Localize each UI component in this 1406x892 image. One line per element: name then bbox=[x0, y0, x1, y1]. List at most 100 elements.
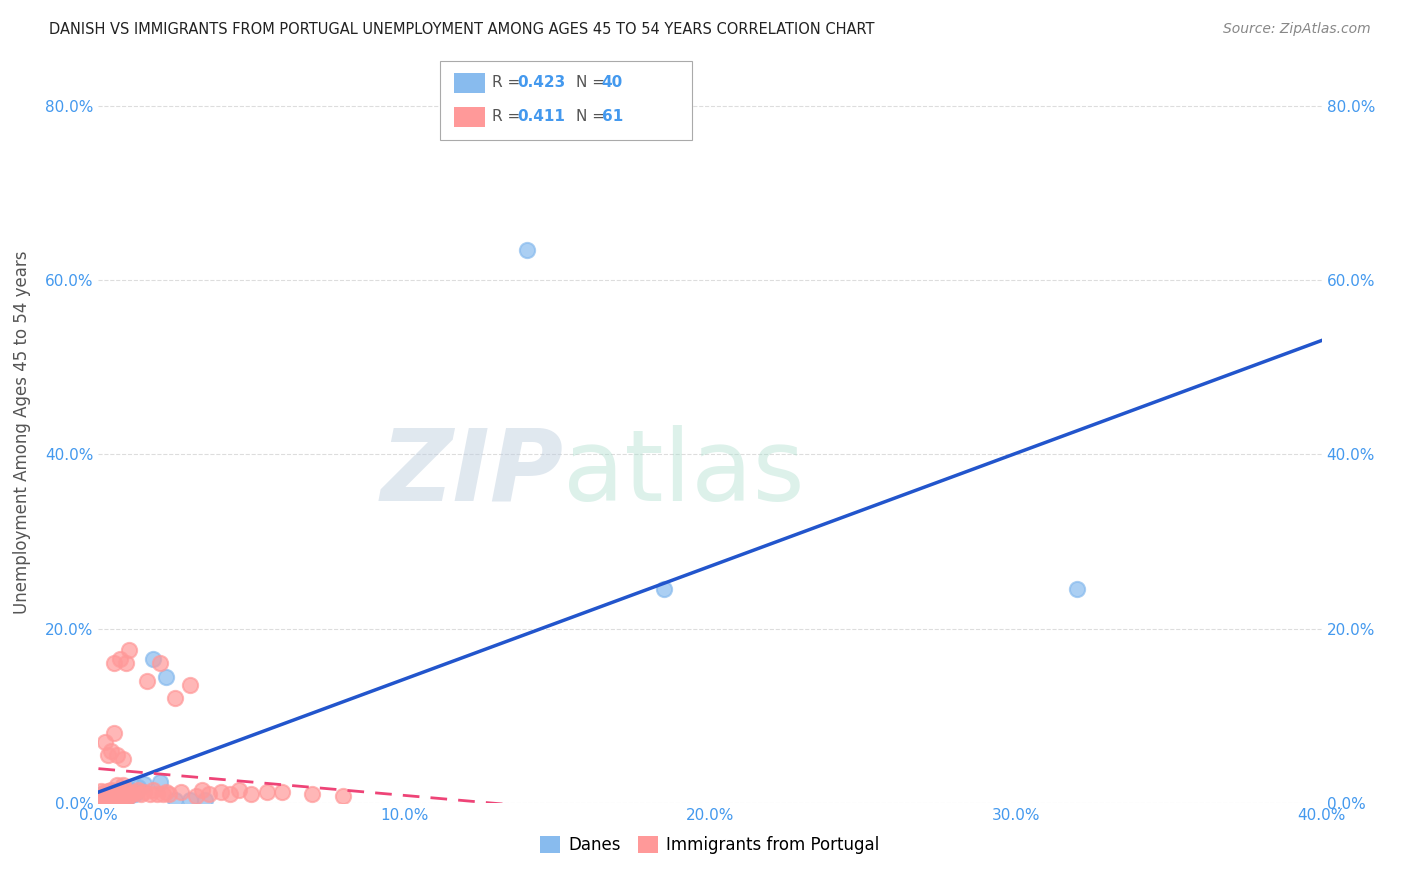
Point bbox=[103, 787, 125, 801]
Point bbox=[191, 782, 214, 797]
Point bbox=[103, 789, 125, 803]
Point bbox=[136, 673, 159, 688]
Point bbox=[93, 791, 115, 805]
Point bbox=[194, 793, 217, 807]
Point bbox=[111, 790, 134, 805]
Point bbox=[108, 785, 131, 799]
Text: N =: N = bbox=[576, 110, 610, 124]
Point bbox=[105, 789, 128, 804]
Point bbox=[118, 789, 141, 803]
Point bbox=[240, 787, 263, 801]
Point bbox=[100, 743, 122, 757]
Point bbox=[121, 787, 143, 801]
Point bbox=[105, 747, 128, 762]
Text: R =: R = bbox=[492, 76, 526, 90]
Point bbox=[93, 789, 115, 803]
Point bbox=[127, 780, 149, 794]
Point bbox=[105, 787, 128, 801]
Text: 40: 40 bbox=[602, 76, 623, 90]
Point bbox=[111, 752, 134, 766]
Point bbox=[108, 790, 131, 805]
Point bbox=[332, 789, 354, 803]
Point bbox=[652, 582, 675, 597]
Point bbox=[111, 789, 134, 803]
Point bbox=[108, 652, 131, 666]
Point bbox=[134, 785, 156, 799]
Point bbox=[301, 787, 323, 801]
Point bbox=[97, 791, 120, 805]
Point bbox=[134, 777, 156, 791]
Point bbox=[139, 787, 162, 801]
Point bbox=[118, 643, 141, 657]
Point bbox=[105, 792, 128, 806]
Point bbox=[93, 787, 115, 801]
Point bbox=[100, 785, 122, 799]
Point bbox=[111, 778, 134, 792]
Point bbox=[270, 785, 292, 799]
Point bbox=[219, 787, 242, 801]
Point bbox=[209, 785, 232, 799]
Text: ZIP: ZIP bbox=[380, 425, 564, 522]
Point bbox=[100, 787, 122, 801]
Point bbox=[163, 793, 186, 807]
Point bbox=[179, 793, 201, 807]
Point bbox=[100, 789, 122, 803]
Point bbox=[103, 790, 125, 805]
Text: Source: ZipAtlas.com: Source: ZipAtlas.com bbox=[1223, 22, 1371, 37]
Point bbox=[115, 790, 138, 805]
Legend: Danes, Immigrants from Portugal: Danes, Immigrants from Portugal bbox=[534, 830, 886, 861]
Point bbox=[93, 789, 115, 803]
Point bbox=[103, 726, 125, 740]
Point bbox=[93, 791, 115, 805]
Point bbox=[105, 791, 128, 805]
Point bbox=[118, 789, 141, 803]
Point bbox=[118, 781, 141, 796]
Point bbox=[149, 657, 172, 671]
Point bbox=[124, 785, 146, 799]
Point bbox=[111, 782, 134, 797]
Point bbox=[129, 787, 152, 801]
Point bbox=[103, 793, 125, 807]
Point bbox=[93, 785, 115, 799]
Point bbox=[115, 791, 138, 805]
Point bbox=[103, 784, 125, 798]
Point bbox=[197, 787, 219, 801]
Point bbox=[100, 782, 122, 797]
Point bbox=[170, 785, 193, 799]
Point bbox=[97, 785, 120, 799]
Point bbox=[90, 787, 112, 801]
Y-axis label: Unemployment Among Ages 45 to 54 years: Unemployment Among Ages 45 to 54 years bbox=[13, 251, 31, 615]
Text: 61: 61 bbox=[602, 110, 623, 124]
Point bbox=[142, 782, 165, 797]
Text: N =: N = bbox=[576, 76, 610, 90]
Point bbox=[103, 790, 125, 805]
Point bbox=[127, 782, 149, 797]
Point bbox=[105, 787, 128, 801]
Point bbox=[115, 783, 138, 797]
Point bbox=[186, 789, 208, 803]
Text: 0.423: 0.423 bbox=[517, 76, 565, 90]
Point bbox=[90, 789, 112, 804]
Point bbox=[1066, 582, 1088, 597]
Point bbox=[256, 785, 278, 799]
Text: atlas: atlas bbox=[564, 425, 804, 522]
Text: R =: R = bbox=[492, 110, 526, 124]
Point bbox=[115, 657, 138, 671]
Point bbox=[97, 789, 120, 804]
Point bbox=[124, 787, 146, 801]
Point bbox=[145, 787, 167, 801]
Point bbox=[103, 657, 125, 671]
Point bbox=[90, 791, 112, 805]
Point bbox=[149, 775, 172, 789]
Point bbox=[152, 787, 174, 801]
Point bbox=[90, 789, 112, 803]
Point bbox=[97, 784, 120, 798]
Point bbox=[97, 791, 120, 805]
Point bbox=[97, 789, 120, 803]
Point bbox=[163, 691, 186, 706]
Point bbox=[105, 778, 128, 792]
Point bbox=[90, 784, 112, 798]
Point bbox=[97, 787, 120, 801]
Text: DANISH VS IMMIGRANTS FROM PORTUGAL UNEMPLOYMENT AMONG AGES 45 TO 54 YEARS CORREL: DANISH VS IMMIGRANTS FROM PORTUGAL UNEMP… bbox=[49, 22, 875, 37]
Point bbox=[228, 782, 250, 797]
